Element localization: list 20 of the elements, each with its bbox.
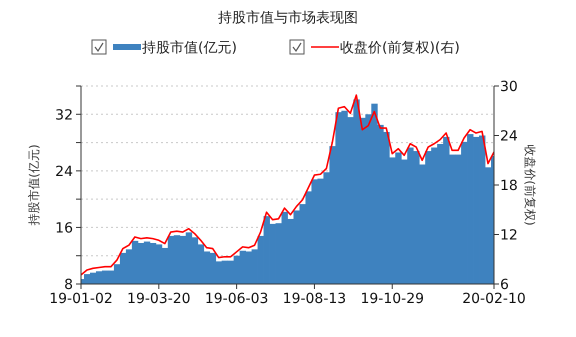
y-axis-title: 持股市值(亿元) <box>27 144 41 226</box>
y-tick-label: 8 <box>64 277 73 293</box>
y2-axis-title: 收盘价(前复权) <box>523 144 537 226</box>
x-tick-label: 20-02-10 <box>462 291 526 307</box>
x-tick-label: 19-01-02 <box>49 291 113 307</box>
x-tick-label: 19-10-29 <box>360 291 424 307</box>
x-tick-label: 19-06-03 <box>204 291 268 307</box>
y2-tick-label: 24 <box>500 128 518 144</box>
chart-title: 持股市值与市场表现图 <box>218 10 358 26</box>
y-tick-label: 16 <box>55 220 74 236</box>
legend-label: 收盘价(前复权)(右) <box>340 40 460 56</box>
y-tick-label: 32 <box>55 107 73 124</box>
x-tick-label: 19-08-13 <box>282 291 346 307</box>
legend-label: 持股市值(亿元) <box>142 40 237 56</box>
x-tick-label: 19-03-20 <box>127 291 191 307</box>
y2-tick-label: 12 <box>500 228 518 244</box>
y2-tick-label: 6 <box>500 277 509 293</box>
y2-tick-label: 18 <box>500 178 518 194</box>
y2-tick-label: 30 <box>500 79 518 95</box>
y-tick-label: 24 <box>55 164 74 180</box>
